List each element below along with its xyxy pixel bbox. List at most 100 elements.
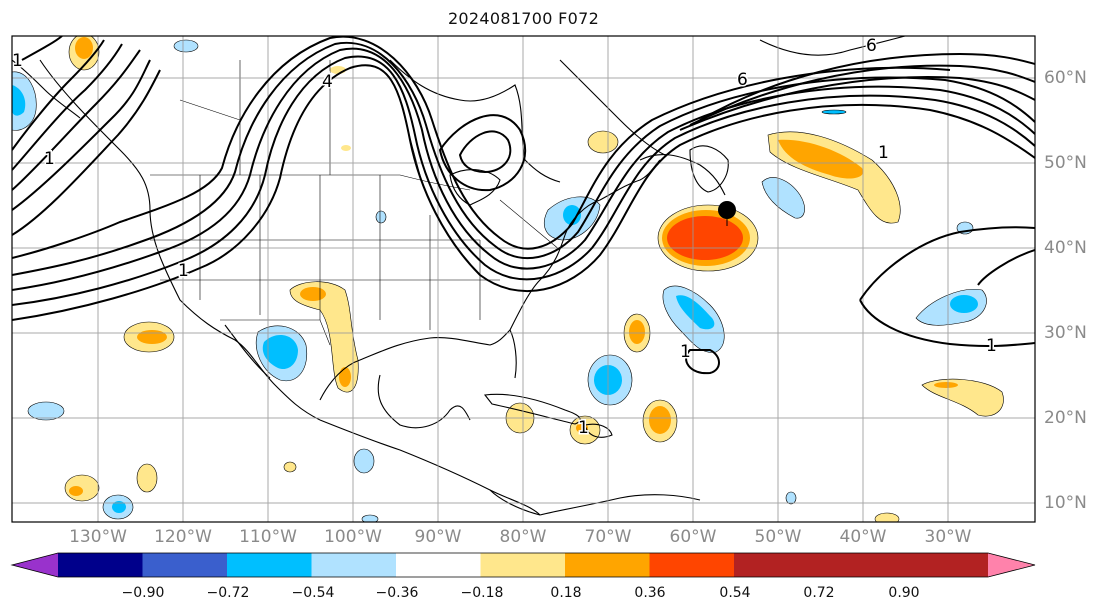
- contour-label: 1: [12, 51, 23, 71]
- contour-line: [12, 59, 151, 211]
- yucatan: [377, 374, 471, 429]
- positive-anomaly-shading: [64, 36, 1004, 522]
- map-title: 2024081700 F072: [447, 9, 600, 28]
- south-america-north-coast: [539, 494, 701, 516]
- colorbar-tick: 0.18: [550, 585, 582, 601]
- contour-line: [438, 114, 527, 192]
- anomaly-blob: [667, 216, 743, 260]
- lat-label-10n: 10°N: [1044, 493, 1087, 513]
- contour-label: 1: [44, 149, 55, 169]
- mexico-pacific-coast: [319, 419, 541, 516]
- contour-lines: [12, 36, 1035, 375]
- anomaly-blob: [64, 474, 100, 502]
- map-content: 6 6 4 1 1 1 1 1 1 1: [12, 36, 1035, 522]
- hudson-bay: [389, 59, 561, 183]
- lat-label-30n: 30°N: [1044, 323, 1087, 343]
- contour-label: 6: [737, 70, 748, 90]
- lon-label-40w: 40°W: [839, 527, 887, 547]
- contour-line: [699, 52, 1035, 121]
- lon-label-130w: 130°W: [69, 527, 127, 547]
- anomaly-blob: [69, 486, 83, 496]
- lon-label-60w: 60°W: [669, 527, 717, 547]
- anomaly-blob: [262, 335, 298, 370]
- lon-label-80w: 80°W: [499, 527, 547, 547]
- state-borders: [150, 60, 561, 346]
- contour-label: 1: [578, 418, 589, 438]
- contour-line: [859, 299, 1035, 347]
- contour-line: [12, 55, 1035, 306]
- florida-atlantic-coast: [509, 159, 661, 331]
- contour-line: [12, 49, 141, 191]
- contour-label: 4: [322, 72, 333, 92]
- anomaly-blob: [934, 382, 958, 388]
- gulf-of-mexico-coast: [319, 329, 517, 401]
- anomaly-blob: [75, 37, 93, 59]
- anomaly-blob: [27, 401, 65, 421]
- alaska-panhandle: [12, 59, 81, 119]
- north-america-west-coast: [39, 59, 321, 421]
- anomaly-blob: [563, 205, 581, 225]
- colorbar-tick: 0.72: [803, 585, 835, 601]
- contour-line: [12, 64, 1035, 321]
- us-canada-border: [150, 174, 471, 191]
- contour-line: [21, 36, 63, 61]
- contour-line: [977, 249, 1035, 286]
- negative-anomaly-shading: [12, 39, 987, 522]
- anomaly-blob: [950, 295, 978, 313]
- lon-label-120w: 120°W: [154, 527, 212, 547]
- anomaly-blob: [353, 448, 375, 474]
- anomaly-blob: [874, 512, 900, 522]
- anomaly-blob: [341, 145, 351, 151]
- colorbar-tick: −0.54: [291, 585, 335, 601]
- lat-label-60n: 60°N: [1044, 68, 1087, 88]
- anomaly-blob: [136, 463, 158, 493]
- lat-label-50n: 50°N: [1044, 153, 1087, 173]
- lat-label-20n: 20°N: [1044, 408, 1087, 428]
- colorbar-tick: −0.90: [121, 585, 165, 601]
- greenland-south: [759, 36, 906, 56]
- lon-label-50w: 50°W: [754, 527, 802, 547]
- contour-line: [859, 226, 1035, 301]
- anomaly-blob: [676, 295, 715, 330]
- contour-label: 1: [986, 336, 997, 356]
- labrador-coast: [559, 59, 666, 156]
- anomaly-blob: [785, 491, 797, 505]
- map-frame: [11, 35, 1036, 523]
- contour-line: [689, 64, 1035, 126]
- anomaly-blob: [629, 320, 645, 344]
- anomaly-blob: [821, 109, 847, 115]
- hispaniola: [584, 423, 613, 438]
- lat-label-40n: 40°N: [1044, 238, 1087, 258]
- colorbar-tick: −0.72: [206, 585, 250, 601]
- great-lakes: [449, 169, 501, 206]
- anomaly-blob: [300, 287, 326, 301]
- contour-line: [12, 36, 951, 259]
- baja-california: [224, 324, 271, 379]
- anomaly-blob: [375, 210, 387, 224]
- lon-label-90w: 90°W: [414, 527, 462, 547]
- contour-line: [12, 69, 161, 236]
- contour-line: [12, 39, 105, 151]
- colorbar-tick: 0.36: [634, 585, 666, 601]
- border: [220, 319, 331, 346]
- colorbar-tick: 0.54: [719, 585, 751, 601]
- contour-line: [679, 76, 1035, 131]
- lon-label-70w: 70°W: [584, 527, 632, 547]
- canadian-maritimes: [639, 154, 726, 196]
- contour-label: 6: [866, 36, 877, 56]
- anomaly-blob: [289, 281, 359, 393]
- newfoundland: [689, 145, 729, 193]
- contour-labels: 6 6 4 1 1 1 1 1 1 1: [12, 36, 998, 440]
- anomaly-blob: [283, 461, 297, 473]
- anomaly-blob: [587, 130, 619, 154]
- anomaly-blob: [761, 177, 805, 219]
- anomaly-blob: [339, 367, 351, 387]
- anomaly-blob: [173, 39, 199, 53]
- contour-line: [12, 43, 123, 171]
- anomaly-blob: [12, 85, 26, 116]
- border: [179, 99, 241, 121]
- anomaly-blob: [361, 514, 379, 522]
- colorbar-tick: −0.36: [375, 585, 419, 601]
- colorbar-tick: 0.90: [888, 585, 920, 601]
- anomaly-blob: [649, 406, 671, 434]
